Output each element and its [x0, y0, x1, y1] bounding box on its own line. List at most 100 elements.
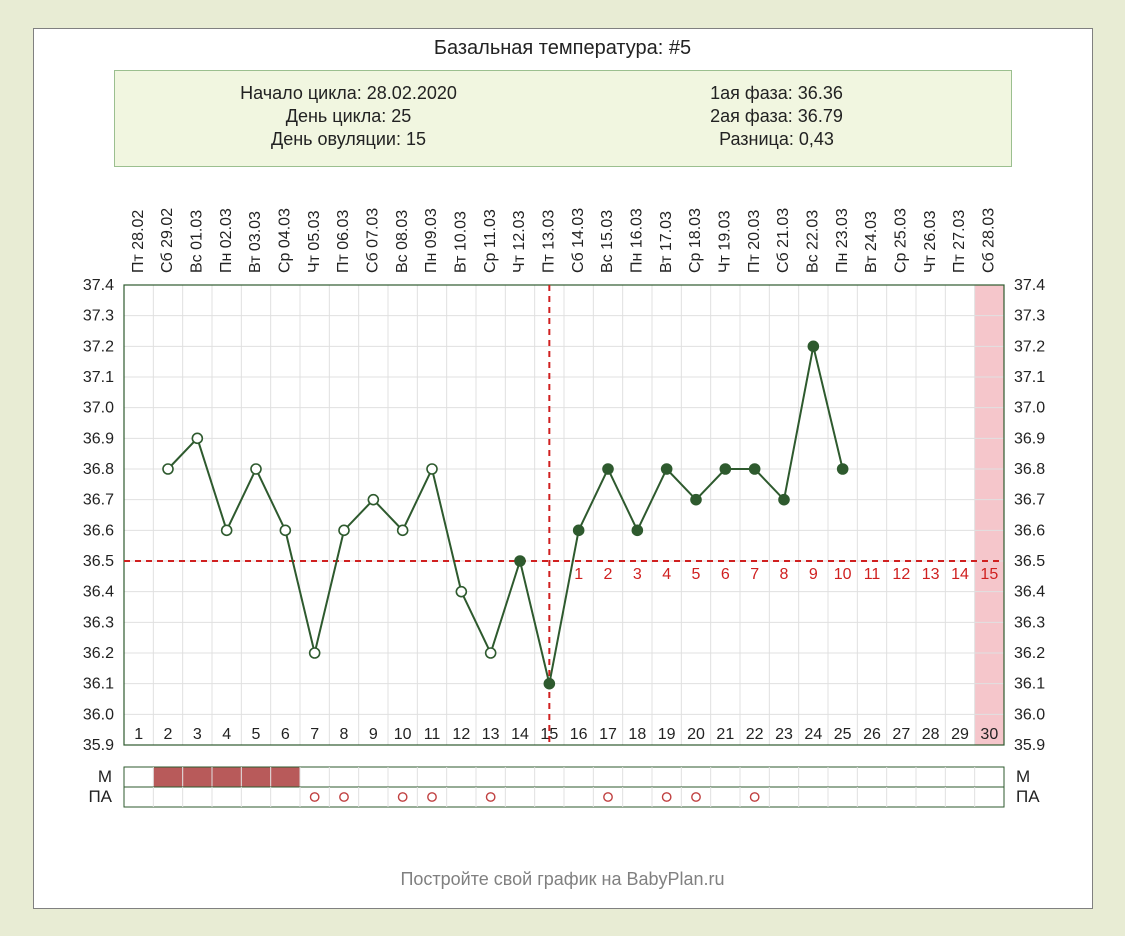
- svg-text:Чт 05.03: Чт 05.03: [305, 210, 322, 273]
- svg-text:37.2: 37.2: [1014, 338, 1045, 355]
- info-left-col: Начало цикла: 28.02.2020 День цикла: 25 …: [135, 81, 563, 152]
- svg-text:36.2: 36.2: [1014, 645, 1045, 662]
- svg-text:15: 15: [540, 726, 558, 743]
- svg-text:М: М: [97, 767, 111, 786]
- svg-text:1: 1: [574, 566, 583, 583]
- svg-text:Вс 08.03: Вс 08.03: [393, 209, 410, 272]
- svg-text:3: 3: [192, 726, 201, 743]
- svg-text:35.9: 35.9: [82, 737, 113, 754]
- svg-text:14: 14: [951, 566, 969, 583]
- svg-text:9: 9: [808, 566, 817, 583]
- svg-text:М: М: [1016, 767, 1030, 786]
- info-line: 1ая фаза: 36.36: [563, 83, 991, 104]
- svg-text:Вт 03.03: Вт 03.03: [247, 210, 264, 272]
- svg-text:Вс 22.03: Вс 22.03: [804, 209, 821, 272]
- svg-text:Сб 28.03: Сб 28.03: [980, 207, 997, 272]
- svg-text:ПА: ПА: [88, 787, 112, 806]
- svg-text:18: 18: [628, 726, 646, 743]
- svg-text:36.1: 36.1: [1014, 675, 1045, 692]
- svg-text:13: 13: [921, 566, 939, 583]
- svg-text:8: 8: [779, 566, 788, 583]
- svg-text:36.0: 36.0: [1014, 706, 1045, 723]
- svg-text:37.0: 37.0: [1014, 399, 1045, 416]
- svg-text:37.0: 37.0: [82, 399, 113, 416]
- svg-text:12: 12: [892, 566, 910, 583]
- svg-text:36.8: 36.8: [82, 461, 113, 478]
- svg-text:36.3: 36.3: [1014, 614, 1045, 631]
- svg-text:12: 12: [452, 726, 470, 743]
- svg-text:19: 19: [657, 726, 675, 743]
- svg-text:29: 29: [951, 726, 969, 743]
- svg-text:36.7: 36.7: [82, 491, 113, 508]
- svg-text:36.4: 36.4: [1014, 583, 1045, 600]
- chart-title: Базальная температура: #5: [34, 29, 1092, 70]
- svg-text:Пт 13.03: Пт 13.03: [540, 209, 557, 272]
- svg-text:36.7: 36.7: [1014, 491, 1045, 508]
- svg-text:10: 10: [393, 726, 411, 743]
- svg-text:Пн 02.03: Пн 02.03: [217, 208, 234, 273]
- svg-text:Пн 16.03: Пн 16.03: [628, 208, 645, 273]
- svg-text:6: 6: [280, 726, 289, 743]
- chart-container: 35.935.936.036.036.136.136.236.236.336.3…: [34, 185, 1092, 855]
- svg-text:37.2: 37.2: [82, 338, 113, 355]
- svg-text:37.1: 37.1: [1014, 369, 1045, 386]
- svg-text:36.5: 36.5: [82, 553, 113, 570]
- info-line: Разница: 0,43: [563, 129, 991, 150]
- svg-text:Ср 11.03: Ср 11.03: [481, 209, 498, 273]
- svg-text:4: 4: [662, 566, 671, 583]
- svg-text:Чт 19.03: Чт 19.03: [716, 210, 733, 273]
- svg-text:14: 14: [511, 726, 529, 743]
- svg-text:ПА: ПА: [1016, 787, 1040, 806]
- svg-text:Ср 25.03: Ср 25.03: [892, 207, 909, 272]
- svg-text:11: 11: [863, 566, 880, 583]
- info-line: 2ая фаза: 36.79: [563, 106, 991, 127]
- svg-text:7: 7: [310, 726, 319, 743]
- info-right-col: 1ая фаза: 36.36 2ая фаза: 36.79 Разница:…: [563, 81, 991, 152]
- svg-text:20: 20: [687, 726, 705, 743]
- info-line: Начало цикла: 28.02.2020: [135, 83, 563, 104]
- svg-text:Вт 24.03: Вт 24.03: [863, 210, 880, 272]
- svg-text:36.6: 36.6: [1014, 522, 1045, 539]
- svg-text:24: 24: [804, 726, 822, 743]
- svg-text:11: 11: [423, 726, 440, 743]
- footer-text: Постройте свой график на BabyPlan.ru: [34, 855, 1092, 908]
- chart-panel: Базальная температура: #5 Начало цикла: …: [33, 28, 1093, 909]
- svg-text:5: 5: [691, 566, 700, 583]
- svg-text:37.3: 37.3: [82, 307, 113, 324]
- svg-text:Вс 15.03: Вс 15.03: [599, 209, 616, 272]
- svg-text:36.3: 36.3: [82, 614, 113, 631]
- svg-text:30: 30: [980, 726, 998, 743]
- svg-text:22: 22: [745, 726, 763, 743]
- svg-text:36.8: 36.8: [1014, 461, 1045, 478]
- svg-text:37.4: 37.4: [82, 277, 113, 294]
- svg-text:Чт 26.03: Чт 26.03: [921, 210, 938, 273]
- svg-text:Сб 07.03: Сб 07.03: [364, 207, 381, 272]
- svg-text:2: 2: [603, 566, 612, 583]
- svg-text:23: 23: [775, 726, 793, 743]
- svg-text:3: 3: [632, 566, 641, 583]
- svg-text:6: 6: [720, 566, 729, 583]
- svg-text:16: 16: [569, 726, 587, 743]
- svg-text:36.4: 36.4: [82, 583, 113, 600]
- info-box: Начало цикла: 28.02.2020 День цикла: 25 …: [114, 70, 1012, 167]
- svg-text:Вт 10.03: Вт 10.03: [452, 210, 469, 272]
- svg-text:Пн 23.03: Пн 23.03: [833, 208, 850, 273]
- svg-text:7: 7: [750, 566, 759, 583]
- bbt-chart: 35.935.936.036.036.136.136.236.236.336.3…: [54, 185, 1074, 855]
- svg-text:9: 9: [368, 726, 377, 743]
- info-line: День овуляции: 15: [135, 129, 563, 150]
- svg-text:25: 25: [833, 726, 851, 743]
- svg-text:35.9: 35.9: [1014, 737, 1045, 754]
- svg-text:Пт 20.03: Пт 20.03: [745, 209, 762, 272]
- svg-text:36.5: 36.5: [1014, 553, 1045, 570]
- svg-text:Сб 21.03: Сб 21.03: [775, 207, 792, 272]
- svg-text:8: 8: [339, 726, 348, 743]
- svg-text:Пн 09.03: Пн 09.03: [423, 208, 440, 273]
- svg-text:17: 17: [599, 726, 617, 743]
- svg-text:36.2: 36.2: [82, 645, 113, 662]
- svg-text:Вс 01.03: Вс 01.03: [188, 209, 205, 272]
- svg-text:36.9: 36.9: [1014, 430, 1045, 447]
- svg-text:27: 27: [892, 726, 910, 743]
- svg-text:Пт 28.02: Пт 28.02: [129, 209, 146, 272]
- svg-text:Сб 14.03: Сб 14.03: [569, 207, 586, 272]
